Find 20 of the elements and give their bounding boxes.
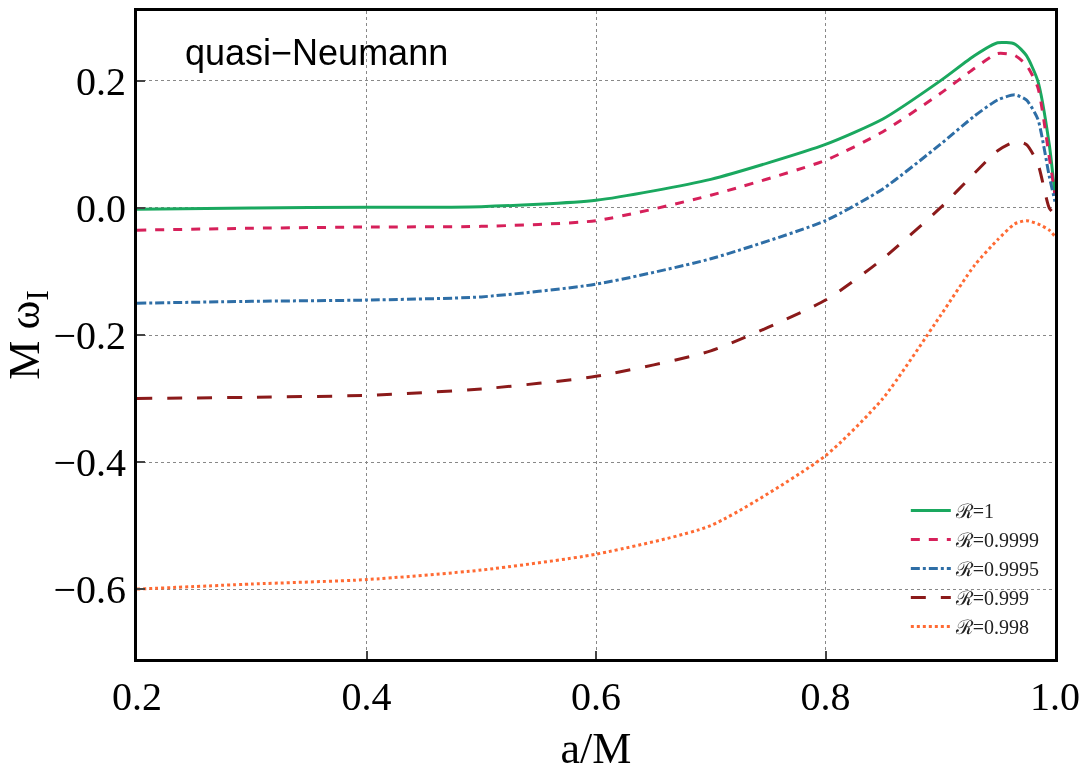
legend-label: ℛ=1 (954, 500, 995, 523)
x-tick-label: 0.2 (112, 674, 162, 719)
annotation: quasi−Neumann (185, 32, 449, 73)
legend-label: ℛ=0.9999 (954, 529, 1040, 552)
x-tick-label: 0.6 (571, 674, 621, 719)
y-tick-label: −0.4 (53, 440, 126, 486)
line-series (137, 93, 1055, 305)
line-series (137, 140, 1055, 401)
x-tick-label: 0.8 (800, 674, 851, 719)
legend-label: ℛ=0.9995 (954, 558, 1040, 581)
legend-label: ℛ=0.998 (954, 616, 1030, 639)
y-tick-label: 0.2 (76, 58, 126, 104)
x-tick-label: 0.4 (341, 674, 392, 719)
line-series (137, 219, 1055, 591)
x-tick-label: 1.0 (1030, 674, 1080, 719)
y-tick-label: −0.2 (53, 313, 126, 358)
y-tick-label: 0.0 (76, 185, 126, 231)
y-tick-label: −0.6 (53, 567, 126, 613)
x-axis-title: a/M (560, 724, 632, 773)
legend-label: ℛ=0.999 (954, 587, 1030, 610)
